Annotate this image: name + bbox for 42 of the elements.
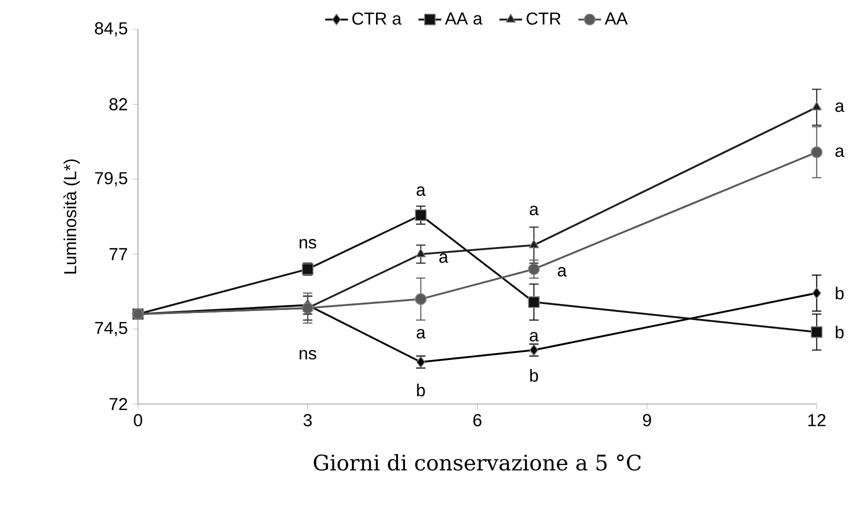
point <box>528 296 540 308</box>
x-axis-title: Giorni di conservazione a 5 °C <box>314 454 641 471</box>
y-tick-label: 72 <box>110 398 128 410</box>
y-tick-label: 84,5 <box>94 22 128 36</box>
x-tick-label: 12 <box>808 414 826 426</box>
point <box>810 146 822 158</box>
point <box>302 302 314 314</box>
annotation: a <box>416 186 426 196</box>
annotation: ns <box>300 239 316 249</box>
point <box>812 101 822 110</box>
point <box>414 209 427 221</box>
y-tick-label: 79,5 <box>95 172 128 186</box>
annotation: a <box>558 267 567 277</box>
x-tick-label: 9 <box>643 414 652 426</box>
annotation: a <box>835 147 844 157</box>
point <box>810 326 822 338</box>
x-tick-label: 0 <box>134 414 142 426</box>
y-axis-title: Luminosità (L*) <box>63 159 80 274</box>
point <box>528 239 539 248</box>
annotation: a <box>530 206 539 216</box>
annotation: b <box>836 286 844 300</box>
annotation: b <box>417 384 425 396</box>
y-tick-label: 82 <box>109 98 128 110</box>
annotation: a <box>530 332 539 342</box>
legend-label: CTR <box>526 12 561 25</box>
annotation: a <box>835 102 844 112</box>
x-tick-label: 6 <box>473 414 482 426</box>
legend-label: CTR a <box>352 12 402 25</box>
annotation: ns <box>300 350 316 360</box>
legend-label: AA <box>604 12 628 24</box>
annotation: a <box>439 253 448 263</box>
annotation: b <box>530 369 538 382</box>
point <box>414 293 427 305</box>
point <box>812 287 822 299</box>
annotation: b <box>836 326 844 338</box>
point <box>416 248 426 258</box>
point <box>528 263 540 275</box>
x-tick-label: 3 <box>304 414 312 426</box>
y-tick-label: 74,5 <box>95 322 128 336</box>
legend-label: AA a <box>444 12 482 25</box>
annotation: a <box>416 329 426 339</box>
y-tick-label: 77 <box>110 248 128 260</box>
